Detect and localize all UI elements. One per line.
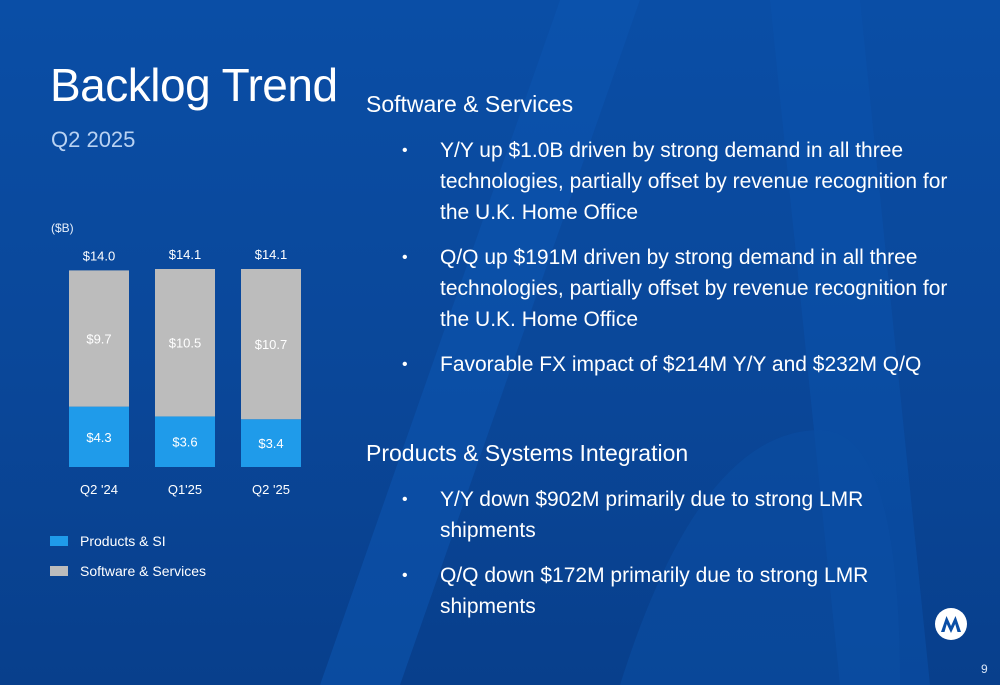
bar-segment-software-services bbox=[241, 269, 301, 420]
bar-segment-software-services bbox=[69, 270, 129, 407]
bullet-dot-icon: • bbox=[402, 142, 408, 159]
bar-segment-products-si bbox=[69, 406, 129, 467]
legend-label-products-si: Products & SI bbox=[80, 533, 166, 549]
section-heading-software-services: Software & Services bbox=[366, 91, 574, 117]
bullet-item: • Q/Q down $172M primarily due to strong … bbox=[400, 560, 960, 622]
motorola-m-logo-icon bbox=[935, 608, 967, 640]
bar-segment-products-si bbox=[241, 419, 301, 467]
slide-subtitle: Q2 2025 bbox=[51, 127, 136, 152]
bar-segment-software-services bbox=[155, 269, 215, 417]
bullet-text: Q/Q down $172M primarily due to strong L… bbox=[440, 564, 869, 618]
bullet-item: • Q/Q up $191M driven by strong demand in… bbox=[400, 242, 960, 335]
x-tick-label: Q2 '24 bbox=[80, 482, 118, 497]
total-label: $14.1 bbox=[169, 247, 202, 262]
bullet-item: • Y/Y up $1.0B driven by strong demand in… bbox=[400, 135, 960, 228]
data-label-products-si: $3.6 bbox=[172, 435, 197, 450]
chart-unit-label: ($B) bbox=[51, 221, 74, 235]
legend-item-products-si: Products & SI bbox=[50, 532, 166, 550]
data-label-products-si: $3.4 bbox=[258, 436, 283, 451]
data-label-software-services: $10.7 bbox=[255, 337, 288, 352]
total-label: $14.1 bbox=[255, 247, 288, 262]
total-label: $14.0 bbox=[83, 248, 116, 263]
data-label-products-si: $4.3 bbox=[86, 430, 111, 445]
bullet-text: Y/Y down $902M primarily due to strong L… bbox=[440, 488, 864, 542]
bullet-text: Y/Y up $1.0B driven by strong demand in … bbox=[440, 139, 948, 224]
bullet-dot-icon: • bbox=[402, 249, 408, 266]
software-services-bullet-list: • Y/Y up $1.0B driven by strong demand in… bbox=[400, 135, 960, 394]
data-label-software-services: $10.5 bbox=[169, 336, 202, 351]
bullet-dot-icon: • bbox=[402, 567, 408, 584]
bullet-item: • Favorable FX impact of $214M Y/Y and $2… bbox=[400, 349, 960, 380]
bullet-item: • Y/Y down $902M primarily due to strong … bbox=[400, 484, 960, 546]
backlog-stacked-bar-chart: $4.3 $9.7 $14.0 Q2 '24 $3.6 $10.5 $14.1 Q1'25 $3… bbox=[69, 247, 301, 497]
bullet-text: Favorable FX impact of $214M Y/Y and $23… bbox=[440, 353, 922, 376]
section-heading-products-systems-integration: Products & Systems Integration bbox=[366, 440, 689, 466]
legend-swatch-products-si bbox=[50, 536, 68, 546]
data-label-software-services: $9.7 bbox=[86, 332, 111, 347]
products-si-bullet-list: • Y/Y down $902M primarily due to strong … bbox=[400, 484, 960, 636]
legend-label-software-services: Software & Services bbox=[80, 563, 207, 579]
legend-item-software-services: Software & Services bbox=[50, 562, 206, 580]
bullet-dot-icon: • bbox=[402, 491, 408, 508]
bullet-text: Q/Q up $191M driven by strong demand in … bbox=[440, 246, 948, 331]
page-number: 9 bbox=[981, 662, 988, 676]
bar-segment-products-si bbox=[155, 416, 215, 467]
legend-swatch-software-services bbox=[50, 566, 68, 576]
x-tick-label: Q1'25 bbox=[168, 482, 202, 497]
x-tick-label: Q2 '25 bbox=[252, 482, 290, 497]
slide-title: Backlog Trend bbox=[50, 59, 338, 111]
bullet-dot-icon: • bbox=[402, 356, 408, 373]
